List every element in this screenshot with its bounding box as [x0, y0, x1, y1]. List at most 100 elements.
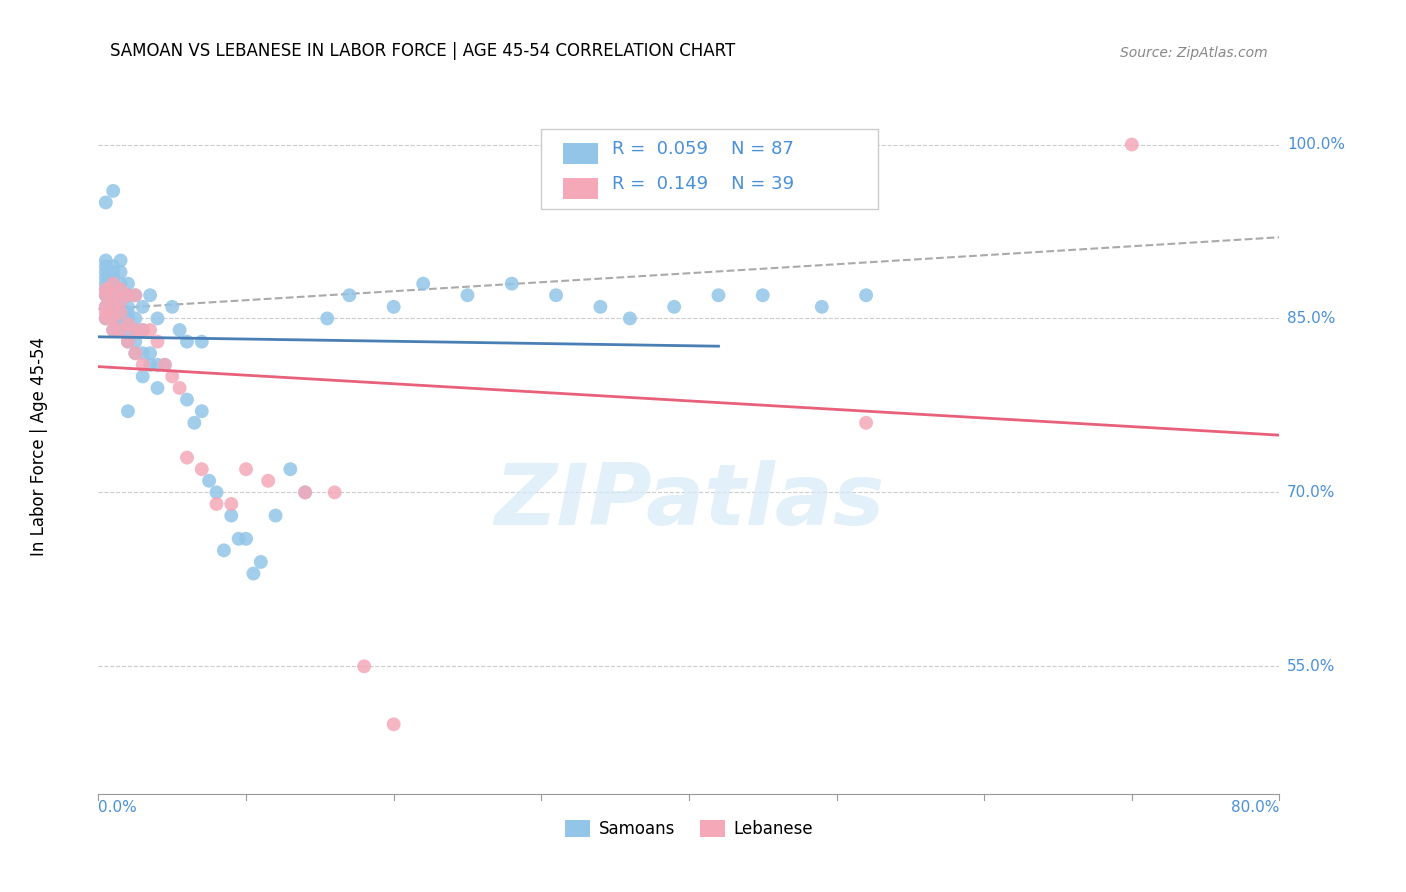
Point	[294, 485, 316, 500]
Point	[146, 358, 169, 372]
Point	[257, 474, 280, 488]
Text: SAMOAN VS LEBANESE IN LABOR FORCE | AGE 45-54 CORRELATION CHART: SAMOAN VS LEBANESE IN LABOR FORCE | AGE …	[110, 42, 735, 60]
Point	[117, 288, 139, 302]
Point	[228, 532, 250, 546]
Point	[132, 323, 155, 337]
Text: R =  0.149    N = 39: R = 0.149 N = 39	[612, 175, 794, 193]
Point	[176, 334, 198, 349]
Point	[117, 323, 139, 337]
Point	[124, 323, 146, 337]
Text: 55.0%: 55.0%	[1286, 659, 1336, 673]
Point	[103, 288, 125, 302]
Point	[110, 306, 132, 320]
Point	[221, 497, 243, 511]
Point	[316, 311, 339, 326]
Point	[110, 277, 132, 291]
Point	[323, 485, 346, 500]
Point	[132, 323, 155, 337]
Text: 0.0%: 0.0%	[98, 799, 138, 814]
Point	[110, 300, 132, 314]
Point	[382, 300, 405, 314]
Point	[353, 659, 375, 673]
Point	[117, 404, 139, 418]
Point	[205, 485, 228, 500]
Point	[242, 566, 264, 581]
Point	[169, 323, 191, 337]
Point	[110, 253, 132, 268]
Point	[110, 288, 132, 302]
Point	[94, 288, 117, 302]
FancyBboxPatch shape	[541, 129, 877, 210]
Point	[110, 265, 132, 279]
Point	[139, 346, 162, 360]
Point	[117, 306, 139, 320]
Point	[103, 323, 125, 337]
Point	[191, 404, 214, 418]
Point	[855, 288, 877, 302]
Point	[94, 260, 117, 274]
Point	[117, 334, 139, 349]
Point	[235, 532, 257, 546]
Text: R =  0.059    N = 87: R = 0.059 N = 87	[612, 140, 794, 158]
Point	[117, 318, 139, 332]
Point	[117, 311, 139, 326]
Point	[139, 288, 162, 302]
Text: 85.0%: 85.0%	[1286, 311, 1336, 326]
Point	[124, 288, 146, 302]
FancyBboxPatch shape	[562, 144, 598, 164]
Point	[103, 300, 125, 314]
Text: 80.0%: 80.0%	[1232, 799, 1279, 814]
Point	[176, 450, 198, 465]
Point	[103, 306, 125, 320]
Point	[235, 462, 257, 476]
Point	[132, 369, 155, 384]
Point	[103, 184, 125, 198]
Point	[110, 311, 132, 326]
Text: 70.0%: 70.0%	[1286, 485, 1336, 500]
Point	[103, 277, 125, 291]
Point	[124, 323, 146, 337]
Point	[94, 306, 117, 320]
Point	[110, 323, 132, 337]
Point	[810, 300, 832, 314]
Point	[198, 474, 221, 488]
FancyBboxPatch shape	[562, 178, 598, 199]
Point	[162, 369, 183, 384]
Point	[153, 358, 176, 372]
Text: In Labor Force | Age 45-54: In Labor Force | Age 45-54	[31, 336, 48, 556]
Point	[94, 283, 117, 297]
Point	[752, 288, 775, 302]
Point	[94, 253, 117, 268]
Point	[110, 318, 132, 332]
Point	[110, 294, 132, 309]
Point	[501, 277, 523, 291]
Point	[382, 717, 405, 731]
Point	[94, 265, 117, 279]
Text: ZIPatlas: ZIPatlas	[494, 460, 884, 543]
Point	[124, 311, 146, 326]
Point	[264, 508, 287, 523]
Point	[707, 288, 730, 302]
Point	[664, 300, 686, 314]
Point	[117, 277, 139, 291]
Point	[94, 300, 117, 314]
Point	[103, 294, 125, 309]
Point	[176, 392, 198, 407]
Point	[132, 358, 155, 372]
Point	[294, 485, 316, 500]
Point	[103, 265, 125, 279]
Point	[103, 283, 125, 297]
Point	[103, 311, 125, 326]
Point	[457, 288, 479, 302]
Point	[205, 497, 228, 511]
Point	[221, 508, 243, 523]
Point	[103, 311, 125, 326]
Point	[124, 346, 146, 360]
Point	[855, 416, 877, 430]
Point	[110, 283, 132, 297]
Point	[191, 334, 214, 349]
Point	[94, 288, 117, 302]
Point	[110, 323, 132, 337]
Point	[146, 311, 169, 326]
Point	[117, 334, 139, 349]
